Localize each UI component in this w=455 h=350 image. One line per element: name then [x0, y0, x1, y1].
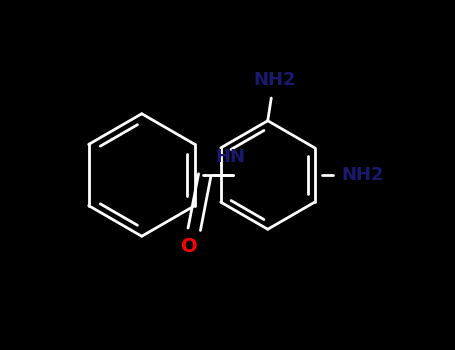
Text: HN: HN — [215, 148, 245, 166]
Text: NH2: NH2 — [341, 166, 384, 184]
Text: NH2: NH2 — [253, 71, 296, 89]
Text: O: O — [182, 237, 198, 256]
